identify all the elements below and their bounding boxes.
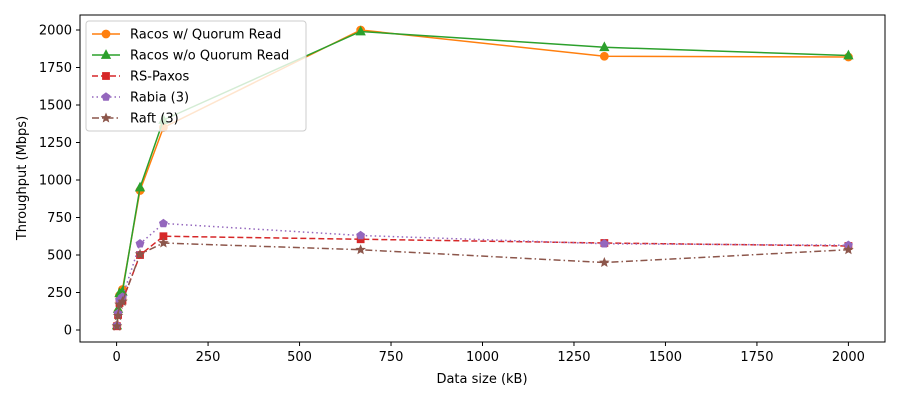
y-axis-label: Throughput (Mbps) [15, 116, 30, 241]
data-point [158, 218, 168, 228]
legend: Racos w/ Quorum Read Racos w/o Quorum Rea… [85, 20, 307, 132]
legend-entry: Rabia (3) [92, 91, 189, 106]
legend-marker [101, 92, 111, 101]
y-tick-label: 1500 [39, 99, 72, 114]
x-tick-label: 1500 [649, 350, 682, 365]
x-axis-label: Data size (kB) [436, 372, 527, 387]
x-axis-ticks: 0 250 500 750 1000 1250 1500 1750 2000 [112, 342, 865, 365]
y-tick-label: 1250 [39, 136, 72, 151]
data-point [356, 230, 366, 240]
y-tick-label: 2000 [39, 24, 72, 39]
legend-entry: RS-Paxos [92, 70, 189, 85]
data-point [112, 310, 124, 321]
x-tick-label: 1000 [466, 350, 499, 365]
x-tick-label: 0 [112, 350, 120, 365]
y-tick-label: 750 [47, 211, 72, 226]
legend-label: Racos w/o Quorum Read [130, 49, 289, 64]
x-tick-label: 750 [379, 350, 404, 365]
legend-label: Raft (3) [130, 112, 179, 127]
data-point [134, 248, 146, 259]
data-point [158, 237, 169, 248]
y-tick-label: 250 [47, 286, 72, 301]
legend-marker [101, 29, 111, 39]
legend-label: RS-Paxos [130, 70, 189, 85]
y-tick-label: 1000 [39, 174, 72, 189]
x-tick-label: 250 [196, 350, 221, 365]
legend-marker [102, 72, 110, 80]
data-point [355, 244, 366, 255]
series-layer [111, 25, 854, 331]
data-point [111, 320, 123, 331]
legend-marker [100, 49, 112, 59]
data-point [599, 256, 610, 267]
y-tick-label: 1750 [39, 61, 72, 76]
data-point [135, 239, 145, 248]
x-tick-label: 1750 [740, 350, 773, 365]
data-point [134, 181, 146, 192]
data-point [599, 239, 609, 248]
legend-entry: Racos w/ Quorum Read [92, 28, 281, 43]
data-point [843, 49, 854, 60]
legend-entry: Racos w/o Quorum Read [92, 49, 289, 64]
data-point [599, 51, 609, 61]
data-point [599, 41, 610, 52]
y-tick-label: 500 [47, 249, 72, 264]
legend-label: Racos w/ Quorum Read [130, 28, 281, 43]
y-tick-label: 0 [64, 324, 72, 339]
data-point [843, 244, 854, 255]
series-4 [111, 237, 854, 331]
legend-entry: Raft (3) [92, 112, 179, 127]
data-point [117, 295, 128, 306]
data-point [355, 25, 366, 36]
legend-marker [100, 112, 112, 123]
y-axis-ticks: 0 250 500 750 1000 1250 1500 1750 2000 [39, 24, 80, 339]
x-tick-label: 2000 [832, 350, 865, 365]
legend-frame [85, 20, 307, 132]
x-tick-label: 500 [287, 350, 312, 365]
x-tick-label: 1250 [557, 350, 590, 365]
legend-label: Rabia (3) [130, 91, 189, 106]
